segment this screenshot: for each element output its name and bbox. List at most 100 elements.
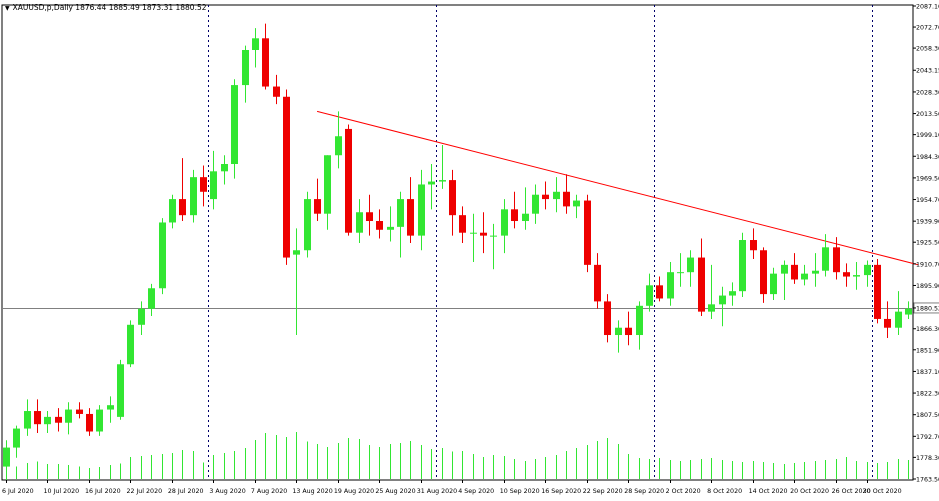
candle-body-35: [366, 212, 373, 222]
y-tick-label-16: 1851.90: [916, 347, 939, 354]
candle-body-74: [770, 273, 777, 295]
symbol-text: XAUUSD,p,Daily 1876.44 1885.49 1873.31 1…: [12, 3, 207, 12]
candle-body-66: [687, 257, 694, 273]
candle-body-27: [283, 96, 290, 258]
candle-body-15: [159, 222, 166, 289]
y-tick-label-21: 1778.30: [916, 455, 939, 462]
x-tick-label-12: 10 Sep 2020: [500, 488, 540, 495]
y-tick-label-20: 1792.70: [916, 434, 939, 441]
candle-body-76: [791, 264, 798, 280]
collapse-triangle-icon: ▼: [5, 5, 10, 12]
candle-body-67: [698, 257, 705, 312]
candle-body-47: [490, 235, 497, 237]
candle-body-37: [387, 226, 394, 230]
candle-body-5: [55, 416, 62, 423]
x-tick-label-2: 16 Jul 2020: [85, 488, 121, 495]
x-tick-label-19: 20 Oct 2020: [790, 488, 829, 495]
candle-body-48: [501, 209, 508, 236]
candle-body-17: [179, 199, 186, 216]
candle-body-85: [884, 318, 891, 328]
x-tick-label-17: 8 Oct 2020: [707, 488, 742, 495]
candle-body-52: [542, 194, 549, 200]
candle-body-70: [729, 291, 736, 296]
candle-body-73: [760, 250, 767, 295]
candle-body-20: [210, 171, 217, 200]
candle-body-69: [719, 295, 726, 305]
candle-body-29: [304, 199, 311, 251]
x-tick-label-15: 28 Sep 2020: [624, 488, 664, 495]
x-tick-label-1: 10 Jul 2020: [43, 488, 79, 495]
y-tick-label-2: 2058.30: [916, 46, 939, 53]
candle-body-77: [801, 273, 808, 280]
candle-body-4: [44, 416, 51, 425]
y-tick-label-15: 1866.30: [916, 326, 939, 333]
candle-body-7: [76, 409, 83, 414]
candle-body-65: [677, 272, 684, 274]
candle-body-60: [625, 327, 632, 336]
candle-body-32: [335, 136, 342, 156]
candle-body-53: [553, 191, 560, 200]
x-tick-label-3: 22 Jul 2020: [126, 488, 162, 495]
y-tick-label-4: 2028.30: [916, 89, 939, 96]
candle-body-43: [449, 180, 456, 216]
y-tick-label-10: 1939.90: [916, 219, 939, 226]
y-tick-label-0: 2087.10: [916, 4, 939, 11]
x-tick-label-11: 4 Sep 2020: [458, 488, 494, 495]
candle-body-64: [667, 272, 674, 299]
candle-body-14: [148, 288, 155, 309]
y-tick-label-5: 2013.50: [916, 111, 939, 118]
resistance-trendline: [316, 110, 919, 266]
candle-body-86: [895, 311, 902, 328]
candle-body-41: [428, 181, 435, 185]
candle-body-58: [604, 301, 611, 336]
candle-body-21: [221, 164, 228, 172]
candle-body-11: [117, 364, 124, 417]
candle-body-34: [356, 212, 363, 233]
y-tick-label-22: 1763.50: [916, 477, 939, 484]
y-tick-label-18: 1822.30: [916, 391, 939, 398]
x-tick-label-7: 13 Aug 2020: [292, 488, 332, 495]
candle-body-57: [594, 264, 601, 302]
candle-body-79: [822, 247, 829, 271]
y-tick-label-17: 1837.10: [916, 369, 939, 376]
candle-body-63: [656, 285, 663, 299]
candle-body-87: [905, 308, 912, 315]
y-tick-label-8: 1969.50: [916, 175, 939, 182]
candle-body-78: [812, 270, 819, 274]
x-tick-label-13: 16 Sep 2020: [541, 488, 581, 495]
candle-body-46: [480, 232, 487, 236]
candle-body-51: [532, 194, 539, 214]
y-tick-label-1: 2072.70: [916, 25, 939, 32]
candle-body-1: [13, 428, 20, 448]
x-tick-label-20: 26 Oct 2020: [832, 488, 871, 495]
candle-body-10: [107, 405, 114, 410]
x-tick-label-6: 7 Aug 2020: [251, 488, 287, 495]
candle-body-24: [252, 38, 259, 50]
candle-body-45: [470, 232, 477, 234]
candle-body-56: [584, 200, 591, 265]
candle-body-28: [293, 250, 300, 255]
x-tick-label-5: 3 Aug 2020: [209, 488, 245, 495]
candle-body-40: [418, 184, 425, 236]
y-tick-label-9: 1954.70: [916, 197, 939, 204]
candle-body-80: [833, 247, 840, 273]
candle-body-31: [324, 155, 331, 214]
candle-body-3: [34, 411, 41, 425]
symbol-line: ▼ XAUUSD,p,Daily 1876.44 1885.49 1873.31 …: [5, 3, 207, 12]
plot-frame: [1, 4, 914, 481]
candle-body-81: [843, 272, 850, 277]
candle-body-19: [200, 177, 207, 192]
x-tick-label-8: 19 Aug 2020: [334, 488, 374, 495]
candle-body-16: [169, 199, 176, 223]
candle-body-72: [750, 240, 757, 251]
candle-body-49: [511, 209, 518, 222]
candle-body-22: [231, 85, 238, 165]
candle-body-9: [96, 409, 103, 432]
candle-body-54: [563, 191, 570, 207]
candle-body-83: [864, 264, 871, 276]
y-tick-label-19: 1807.50: [916, 412, 939, 419]
y-tick-label-3: 2043.15: [916, 68, 939, 75]
y-tick-label-7: 1984.30: [916, 154, 939, 161]
